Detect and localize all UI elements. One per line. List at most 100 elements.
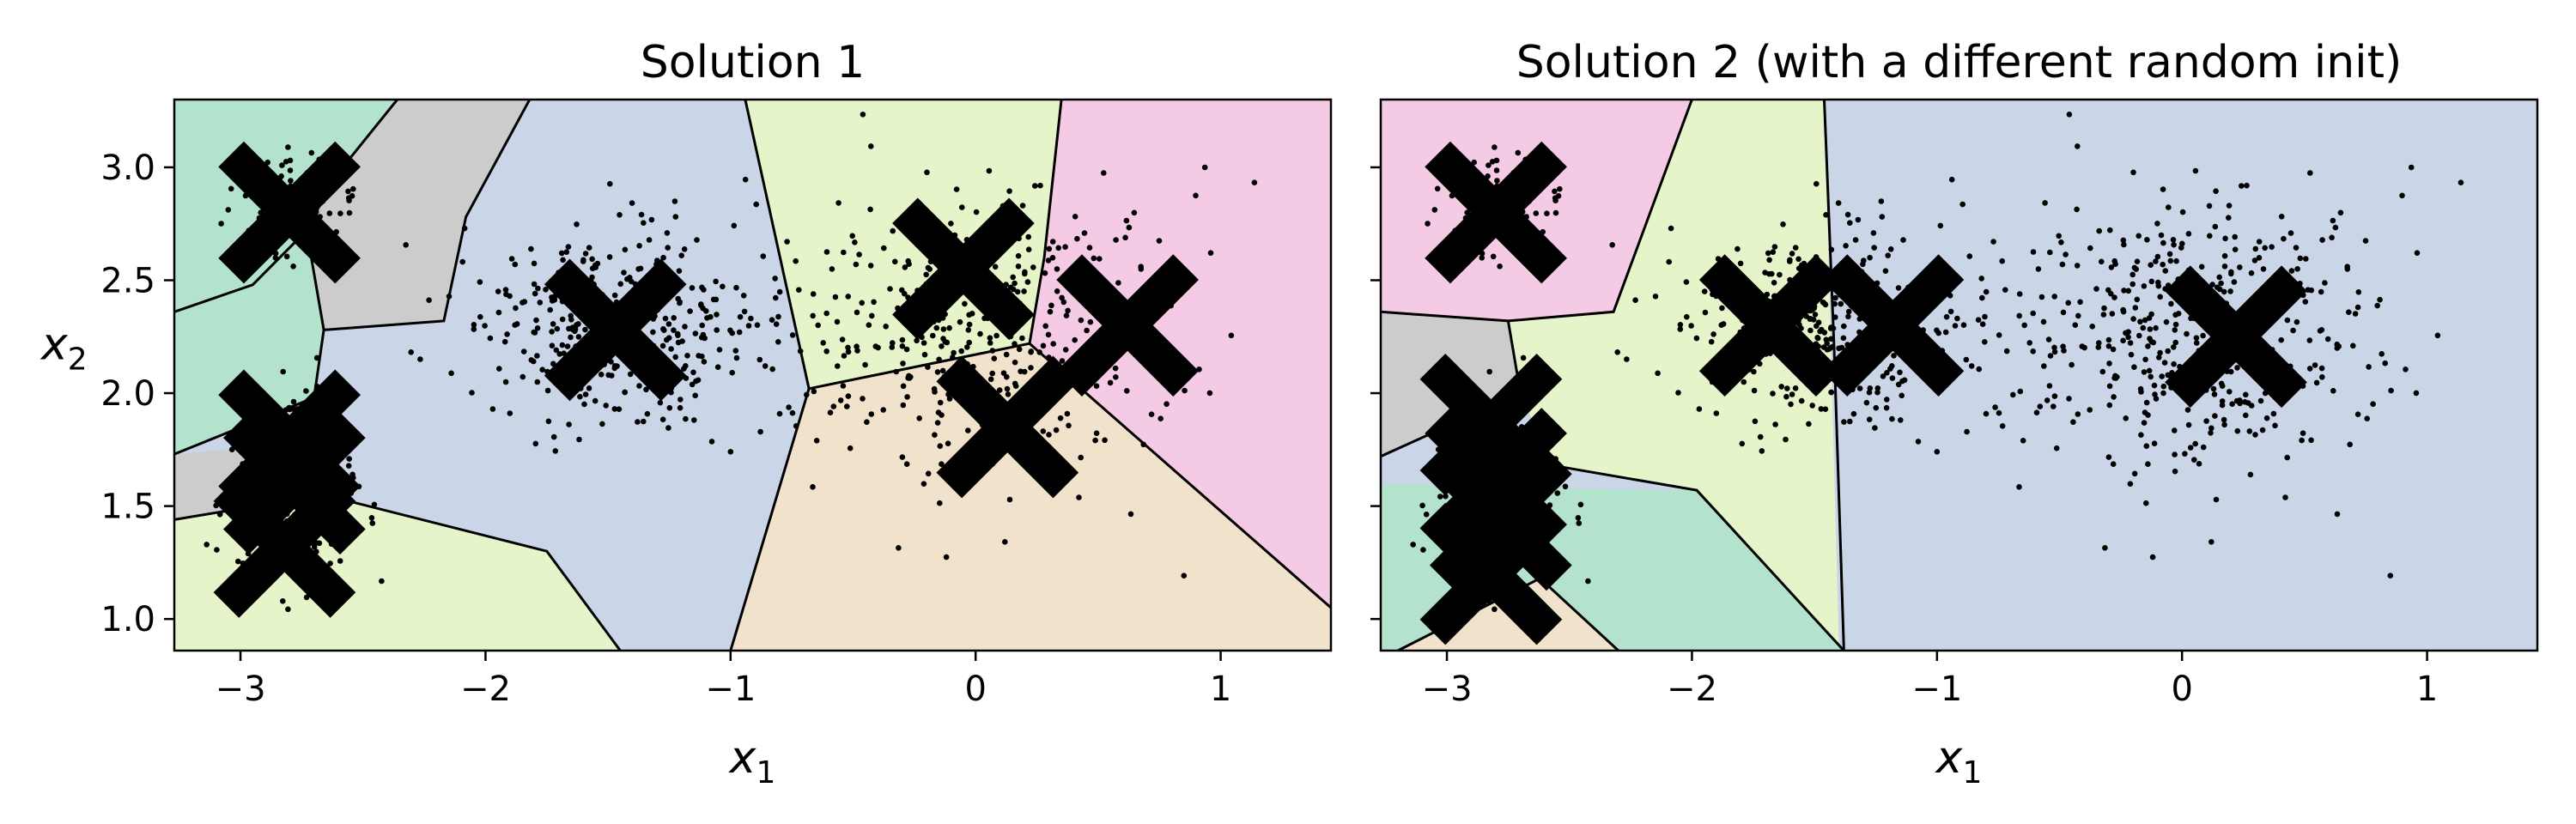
data-point (1206, 390, 1213, 397)
data-point (1479, 255, 1485, 261)
data-point (459, 258, 465, 265)
data-point (614, 363, 620, 369)
data-point (2193, 340, 2200, 346)
data-point (1693, 335, 1700, 342)
data-point (279, 162, 285, 168)
data-point (2269, 244, 2275, 251)
data-point (1827, 325, 1834, 331)
data-point (869, 312, 875, 319)
data-point (1059, 358, 1066, 364)
data-point (1124, 388, 1130, 394)
data-point (731, 222, 738, 229)
data-point (737, 313, 744, 320)
data-point (996, 387, 1003, 393)
data-point (1807, 327, 1814, 334)
data-point (829, 266, 835, 272)
data-point (1952, 323, 1959, 329)
data-point (868, 411, 875, 417)
data-point (1003, 351, 1010, 358)
data-point (2152, 391, 2158, 397)
data-point (2234, 427, 2241, 434)
chart-title: Solution 2 (with a different random init… (1516, 37, 2403, 88)
data-point (1741, 379, 1747, 385)
data-point (2184, 407, 2191, 413)
data-point (740, 293, 747, 299)
data-point (701, 359, 708, 365)
data-point (477, 313, 483, 320)
data-point (568, 334, 574, 341)
data-point (2077, 299, 2083, 306)
data-point (290, 398, 297, 405)
data-point (753, 201, 759, 208)
data-point (2281, 235, 2287, 242)
data-point (1824, 340, 1830, 347)
data-point (2172, 327, 2178, 333)
data-point (1822, 406, 1829, 413)
data-point (1873, 404, 1880, 411)
data-point (2290, 327, 2296, 334)
data-point (939, 315, 946, 321)
data-point (867, 206, 873, 213)
data-point (622, 389, 629, 396)
data-point (2125, 329, 2131, 336)
data-point (641, 220, 647, 227)
data-point (946, 324, 952, 331)
data-point (862, 361, 868, 368)
data-point (2219, 402, 2226, 409)
data-point (2337, 209, 2344, 216)
data-point (566, 421, 572, 427)
data-point (2075, 411, 2081, 417)
data-point (648, 216, 655, 223)
data-point (1434, 185, 1441, 192)
data-point (551, 297, 558, 303)
data-point (1979, 294, 1985, 301)
data-point (2060, 309, 2067, 316)
data-point (603, 403, 609, 409)
data-point (2208, 539, 2215, 545)
data-point (1072, 336, 1078, 343)
x-axis-label: x1 (1935, 732, 1983, 791)
data-point (1113, 237, 1119, 243)
decision-boundary-3 (1552, 464, 1845, 651)
data-point (1898, 417, 1904, 423)
data-point (582, 391, 589, 397)
data-point (880, 407, 886, 413)
data-point (2066, 396, 2072, 402)
data-point (1827, 345, 1833, 351)
data-point (835, 363, 841, 369)
data-point (1770, 391, 1776, 397)
data-point (987, 340, 993, 346)
data-point (2131, 470, 2138, 477)
x-tick-label: 1 (2416, 670, 2438, 709)
data-point (835, 200, 841, 206)
data-point (1557, 185, 1563, 192)
centroid-marker-5 (936, 355, 1079, 499)
data-point (627, 371, 634, 378)
data-point (2142, 409, 2148, 415)
data-point (1010, 286, 1017, 293)
data-point (2151, 382, 2158, 389)
data-point (1492, 606, 1498, 613)
data-point (899, 343, 906, 349)
data-point (700, 331, 707, 338)
data-point (845, 393, 852, 399)
data-point (576, 436, 582, 443)
data-point (2207, 233, 2213, 239)
data-point (936, 356, 942, 363)
data-point (1112, 365, 1119, 372)
data-point (350, 185, 356, 192)
data-point (1784, 385, 1790, 391)
data-point (793, 258, 799, 264)
data-point (1992, 404, 1998, 410)
data-point (1872, 425, 1878, 431)
data-point (1614, 349, 1620, 355)
data-point (1860, 261, 1866, 268)
data-point (1010, 274, 1016, 281)
data-point (989, 370, 995, 377)
data-point (937, 500, 943, 506)
data-point (569, 324, 576, 330)
data-point (2344, 264, 2350, 270)
centroid-marker-8 (213, 476, 356, 618)
data-point (2081, 344, 2087, 351)
data-point (2047, 249, 2053, 256)
